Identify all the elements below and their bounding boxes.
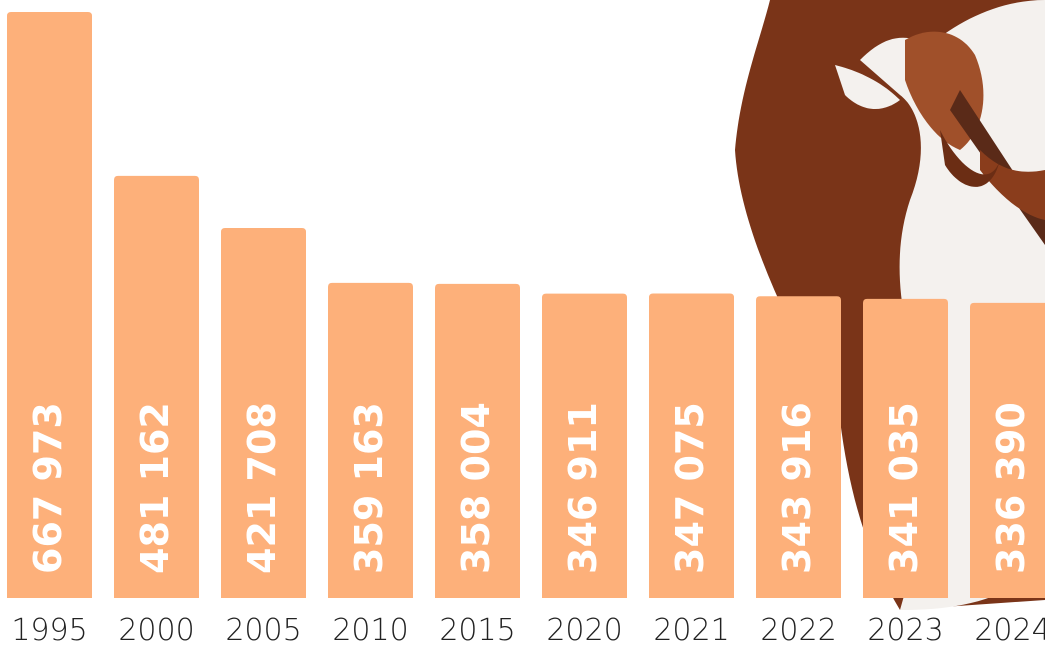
bar: [863, 298, 948, 598]
value-label: 347 075: [668, 402, 712, 574]
x-tick-label: 2010: [332, 613, 408, 646]
bar: [7, 12, 92, 598]
value-label: 336 390: [989, 402, 1033, 574]
value-label: 421 708: [240, 402, 284, 574]
x-tick-label: 2022: [760, 613, 836, 646]
bar: [435, 283, 520, 598]
x-tick-label: 2023: [867, 613, 943, 646]
value-label: 343 916: [775, 402, 819, 574]
x-tick-label: 2020: [546, 613, 622, 646]
bar: [114, 175, 199, 598]
x-tick-label: 1995: [11, 613, 87, 646]
x-tick-label: 2000: [118, 613, 194, 646]
x-tick-label: 2015: [439, 613, 515, 646]
value-label: 667 973: [26, 402, 70, 574]
value-label: 481 162: [133, 402, 177, 574]
x-tick-label: 2024: [974, 613, 1045, 646]
value-label: 359 163: [347, 402, 391, 574]
value-label: 341 035: [882, 402, 926, 574]
bar: [328, 282, 413, 598]
x-tick-label: 2005: [225, 613, 301, 646]
bar: [221, 228, 306, 599]
value-label: 358 004: [454, 402, 498, 574]
value-label: 346 911: [561, 402, 605, 574]
bar: [970, 302, 1045, 598]
bar: [756, 296, 841, 598]
x-tick-label: 2021: [653, 613, 729, 646]
bar: [649, 293, 734, 598]
bar: [542, 293, 627, 598]
